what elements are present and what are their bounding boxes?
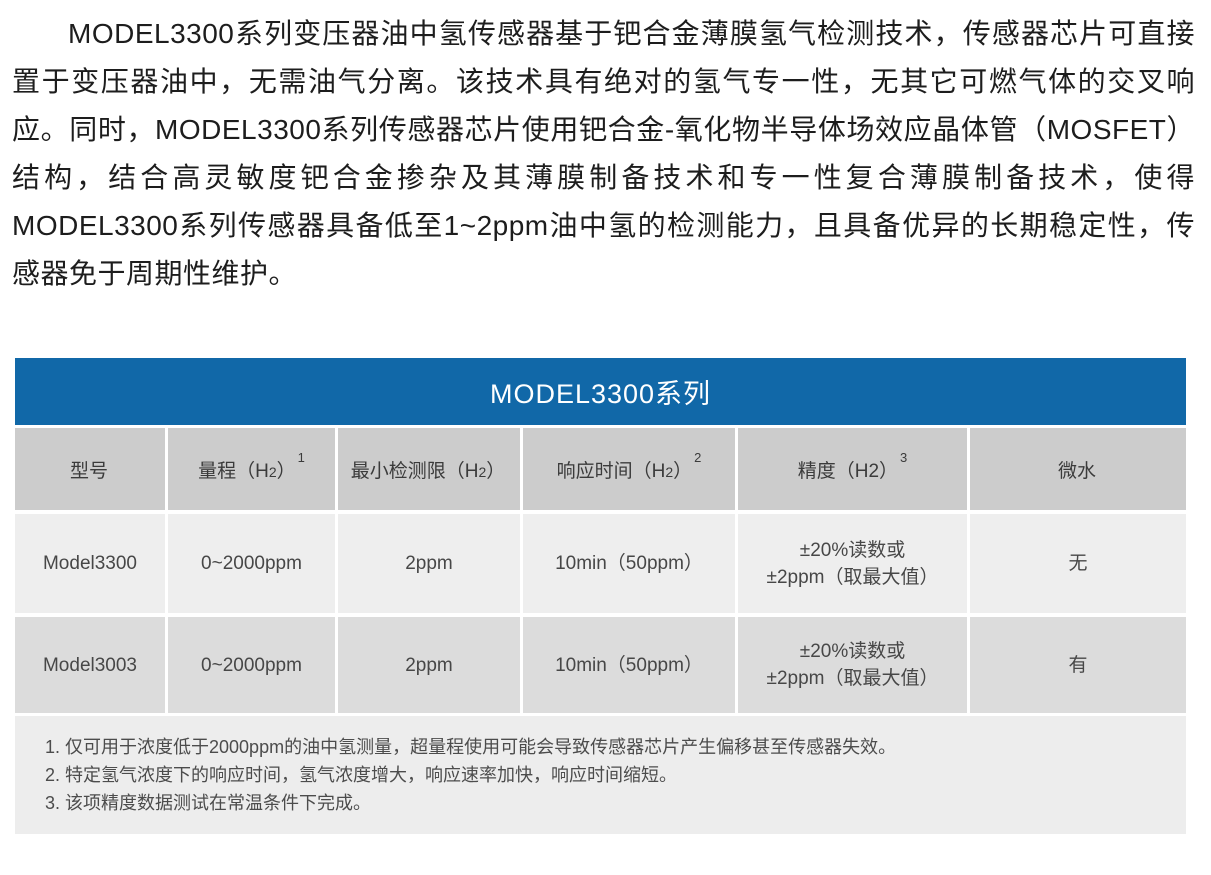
cell-range: 0~2000ppm bbox=[168, 617, 335, 713]
cell-response-time: 10min（50ppm） bbox=[523, 514, 735, 613]
cell-accuracy: ±20%读数或 ±2ppm（取最大值） bbox=[738, 514, 967, 613]
cell-range: 0~2000ppm bbox=[168, 514, 335, 613]
column-header-micro-water: 微水 bbox=[970, 428, 1186, 510]
cell-model: Model3300 bbox=[15, 514, 165, 613]
footnote-ref: 3 bbox=[900, 449, 908, 465]
table-row-model3300: Model3300 0~2000ppm 2ppm 10min（50ppm） ±2… bbox=[15, 514, 1186, 613]
cell-micro-water: 无 bbox=[970, 514, 1186, 613]
table-row-model3003: Model3003 0~2000ppm 2ppm 10min（50ppm） ±2… bbox=[15, 617, 1186, 713]
h2-subscript: 2 bbox=[478, 464, 487, 480]
table-footnotes: 1. 仅可用于浓度低于2000ppm的油中氢测量，超量程使用可能会导致传感器芯片… bbox=[15, 716, 1186, 834]
column-header-label: 微水 bbox=[1057, 460, 1096, 482]
footnote-3: 3. 该项精度数据测试在常温条件下完成。 bbox=[45, 793, 372, 813]
cell-accuracy: ±20%读数或 ±2ppm（取最大值） bbox=[738, 617, 967, 713]
table-header-row: 型号 量程（H 2） 1 最小检测限（H 2） 响应时间（H 2） 2 精度（H2） 3 微… bbox=[15, 428, 1186, 510]
h2-subscript: 2 bbox=[665, 464, 674, 480]
column-header-label: ） bbox=[879, 460, 899, 482]
column-header-accuracy: 精度（H2） 3 bbox=[738, 428, 967, 510]
column-header-response-time: 响应时间（H 2） 2 bbox=[523, 428, 735, 510]
cell-response-time: 10min（50ppm） bbox=[523, 617, 735, 713]
cell-micro-water: 有 bbox=[970, 617, 1186, 713]
column-header-model: 型号 bbox=[15, 428, 165, 510]
column-header-label: ） bbox=[486, 460, 506, 482]
intro-paragraph: MODEL3300系列变压器油中氢传感器基于钯合金薄膜氢气检测技术，传感器芯片可… bbox=[12, 18, 1195, 289]
h2-subscript: 2 bbox=[268, 464, 277, 480]
column-header-label: 响应时间（H bbox=[556, 460, 666, 482]
accuracy-line-2: ±2ppm（取最大值） bbox=[766, 566, 939, 588]
accuracy-line-2: ±2ppm（取最大值） bbox=[766, 668, 939, 689]
table-title: MODEL3300系列 bbox=[15, 358, 1186, 425]
column-header-label: 量程（H bbox=[198, 460, 269, 482]
cell-model: Model3003 bbox=[15, 617, 165, 713]
cell-min-detection: 2ppm bbox=[338, 514, 520, 613]
column-header-label: ） bbox=[276, 460, 296, 482]
column-header-label: 精度（H2 bbox=[797, 460, 880, 482]
column-header-label: ） bbox=[673, 460, 693, 482]
column-header-range: 量程（H 2） 1 bbox=[168, 428, 335, 510]
column-header-min-detection: 最小检测限（H 2） bbox=[338, 428, 520, 510]
column-header-label: 最小检测限（H bbox=[350, 460, 479, 482]
accuracy-line-1: ±20%读数或 bbox=[799, 641, 906, 662]
footnote-1: 1. 仅可用于浓度低于2000ppm的油中氢测量，超量程使用可能会导致传感器芯片… bbox=[45, 737, 897, 757]
footnote-ref: 2 bbox=[694, 449, 702, 465]
footnote-2: 2. 特定氢气浓度下的响应时间，氢气浓度增大，响应速率加快，响应时间缩短。 bbox=[45, 765, 678, 785]
cell-min-detection: 2ppm bbox=[338, 617, 520, 713]
spec-table: MODEL3300系列 型号 量程（H 2） 1 最小检测限（H 2） 响应时间（H 2… bbox=[15, 358, 1186, 834]
datasheet-page: MODEL3300系列变压器油中氢传感器基于钯合金薄膜氢气检测技术，传感器芯片可… bbox=[0, 10, 1211, 834]
footnote-ref: 1 bbox=[297, 449, 305, 465]
accuracy-line-1: ±20%读数或 bbox=[799, 539, 906, 561]
column-header-label: 型号 bbox=[69, 460, 108, 482]
